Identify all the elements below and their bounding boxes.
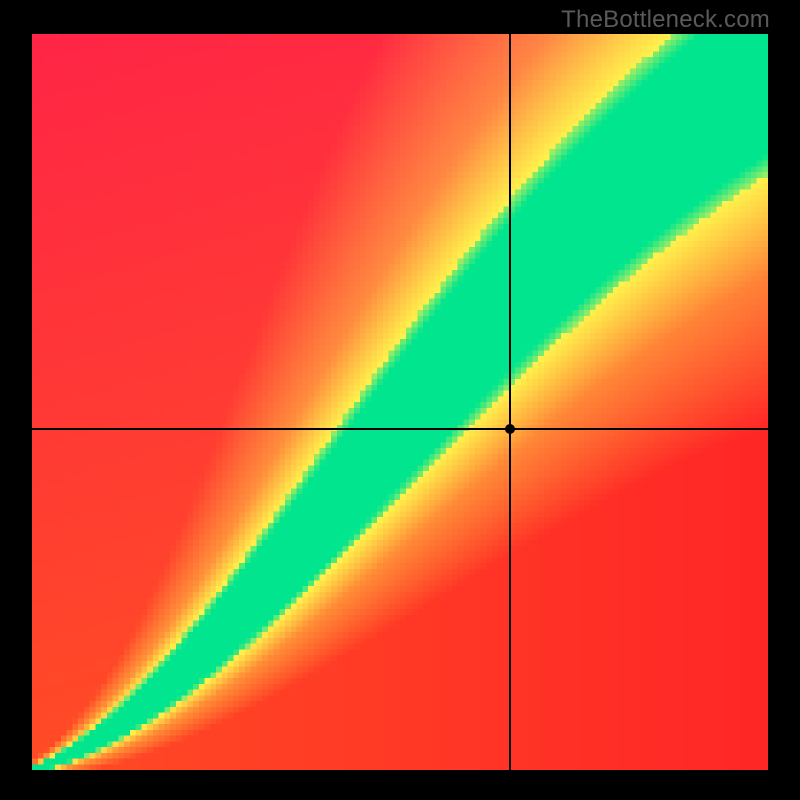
watermark-text: TheBottleneck.com <box>561 6 770 34</box>
bottleneck-heatmap <box>32 34 768 770</box>
plot-area <box>32 34 768 770</box>
crosshair-horizontal <box>32 428 768 430</box>
outer-frame: TheBottleneck.com <box>0 0 800 800</box>
crosshair-vertical <box>509 34 511 770</box>
